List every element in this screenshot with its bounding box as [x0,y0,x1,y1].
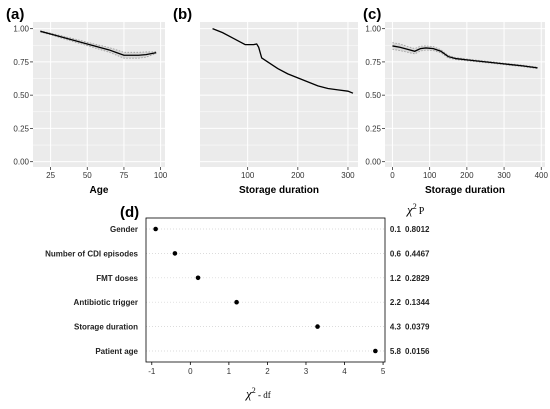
x-axis-title: Storage duration [239,185,319,196]
y-tick-label: 0.75 [13,58,29,67]
panel-letter: (b) [173,6,192,23]
chi2-value: 5.8 [390,347,402,356]
data-point [373,348,378,354]
chi-symbol: χ [244,386,252,401]
panel-d: (d) Gender 0.1 0.8012 Number of CDI episodes… [45,202,430,401]
x-tick-label: 50 [83,171,92,180]
data-point [315,324,320,329]
x-tick-label: 2 [265,367,270,376]
x-tick-label: 300 [341,171,355,180]
chi2-value: 0.6 [390,249,402,258]
x-tick-label: 5 [381,367,386,376]
ci-upper-line [40,30,157,53]
y-tick-label: 1.00 [365,25,381,34]
y-tick-label: 0.00 [365,158,381,167]
panel-letter: (a) [6,6,24,23]
p-value: 0.1344 [405,298,430,307]
y-tick-label: 0.00 [13,158,29,167]
y-tick-label: 0.50 [365,91,381,100]
data-point [153,226,158,232]
category-label: Storage duration [74,323,138,332]
x-tick-label: 400 [535,171,549,180]
x-tick-label: 300 [497,171,511,180]
category-label: Gender [110,225,138,234]
x-axis-title: χ2 - df [244,386,271,401]
p-value: 0.4467 [405,249,430,258]
x-tick-label: 1 [227,367,232,376]
data-point [172,251,178,256]
data-point [234,299,239,305]
column-header: χ2 P [405,202,425,217]
panel-b: (b) 100 200 300 Storage duration [173,6,358,196]
series-line [392,45,538,69]
panel-c: (c) 0.00 0.25 0.50 0.75 1.00 0 100 200 300 400 Stor… [363,6,548,196]
y-tick-label: 0.25 [13,124,29,133]
chi2-value: 1.2 [390,274,402,283]
x-tick-label: 75 [119,171,128,180]
p-value: 0.2829 [405,274,430,283]
chi2-value: 2.2 [390,298,402,307]
plot-background [385,22,545,167]
p-value: 0.0156 [405,347,430,356]
series-line [40,30,157,56]
p-value: 0.8012 [405,225,430,234]
ci-lower-line [40,31,157,59]
x-tick-label: 0 [188,367,193,376]
chi-superscript: 2 [413,202,417,211]
ci-lower-line [392,48,538,70]
panel-letter: (c) [363,6,381,23]
chi2-value: 0.1 [390,225,402,234]
p-value: 0.0379 [405,323,430,332]
x-tick-label: 100 [423,171,437,180]
confidence-band [40,30,157,59]
chi-symbol: χ [405,202,413,217]
x-tick-label: 25 [46,171,55,180]
chi-superscript: 2 [252,386,256,395]
p-header: P [419,206,425,217]
plot-background [200,22,358,167]
x-axis-title: Age [90,185,109,196]
x-tick-label: 200 [460,171,474,180]
x-tick-label: 4 [342,367,347,376]
y-tick-label: 0.75 [365,58,381,67]
panel-letter: (d) [120,204,139,221]
plot-frame [145,217,386,363]
data-point [195,275,201,281]
x-tick-label: 3 [304,367,309,376]
x-axis-title: Storage duration [425,185,505,196]
x-tick-label: 0 [390,171,395,180]
y-tick-label: 0.25 [365,124,381,133]
x-tick-label: 200 [291,171,305,180]
y-tick-label: 1.00 [13,25,29,34]
panel-a: (a) 0.00 0.25 0.50 0.75 1.00 25 50 75 100 Age [6,6,168,196]
x-tick-label: 100 [154,171,168,180]
category-label: Number of CDI episodes [45,249,138,258]
series-line [212,28,354,94]
confidence-band [392,42,538,69]
x-tick-label: -1 [148,367,156,376]
axis-title-rest: - df [256,390,271,400]
chi2-value: 4.3 [390,323,402,332]
category-label: Patient age [95,347,138,356]
category-label: FMT doses [96,274,138,283]
x-tick-label: 100 [241,171,255,180]
y-tick-label: 0.50 [13,91,29,100]
category-label: Antibiotic trigger [74,298,138,307]
